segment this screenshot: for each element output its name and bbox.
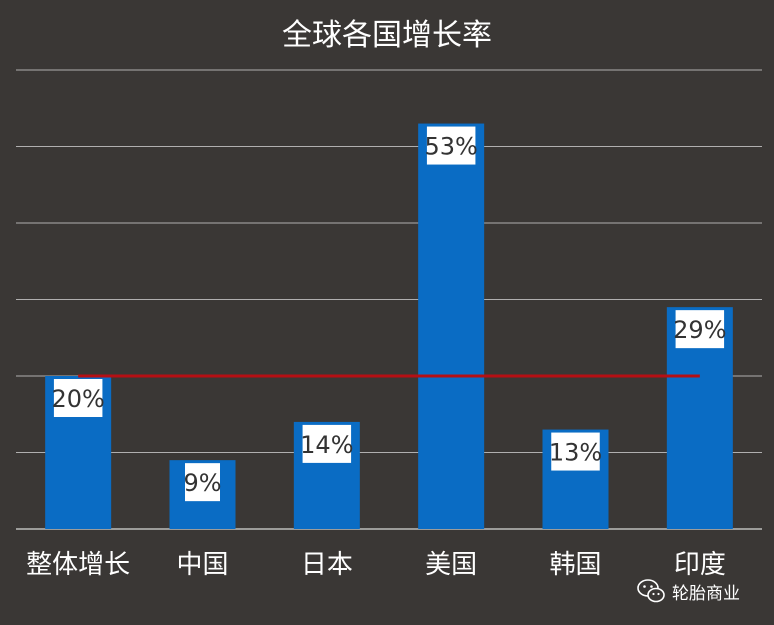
chart-title: 全球各国增长率 bbox=[282, 18, 492, 53]
data-labels: 20% 9% 14% 53% 13% 29% bbox=[51, 126, 727, 502]
data-label-box bbox=[426, 126, 476, 165]
wechat-icon bbox=[637, 579, 665, 603]
data-label: 29% bbox=[673, 316, 726, 344]
x-axis-ticks: 整体增长 中国 日本 美国 韩国 印度 bbox=[26, 550, 726, 580]
data-label: 20% bbox=[51, 385, 104, 413]
x-tick-label: 韩国 bbox=[549, 550, 601, 580]
data-label-box bbox=[53, 379, 103, 417]
x-tick-label: 美国 bbox=[425, 550, 477, 580]
data-label-box bbox=[185, 463, 220, 502]
bar bbox=[418, 123, 485, 530]
gridlines bbox=[16, 69, 762, 530]
data-label: 53% bbox=[424, 133, 477, 161]
data-label-box bbox=[675, 310, 725, 349]
data-label: 14% bbox=[300, 431, 353, 459]
watermark-text: 轮胎商业 bbox=[672, 583, 740, 604]
data-label: 9% bbox=[183, 469, 221, 497]
x-tick-label: 整体增长 bbox=[26, 550, 130, 580]
data-label: 13% bbox=[549, 439, 602, 467]
watermark: 轮胎商业 bbox=[636, 578, 740, 604]
data-label-box bbox=[551, 432, 600, 471]
x-tick-label: 中国 bbox=[176, 550, 228, 580]
x-tick-label: 日本 bbox=[301, 550, 353, 580]
data-label-box bbox=[302, 424, 352, 463]
bars bbox=[45, 123, 733, 530]
x-tick-label: 印度 bbox=[674, 550, 726, 580]
